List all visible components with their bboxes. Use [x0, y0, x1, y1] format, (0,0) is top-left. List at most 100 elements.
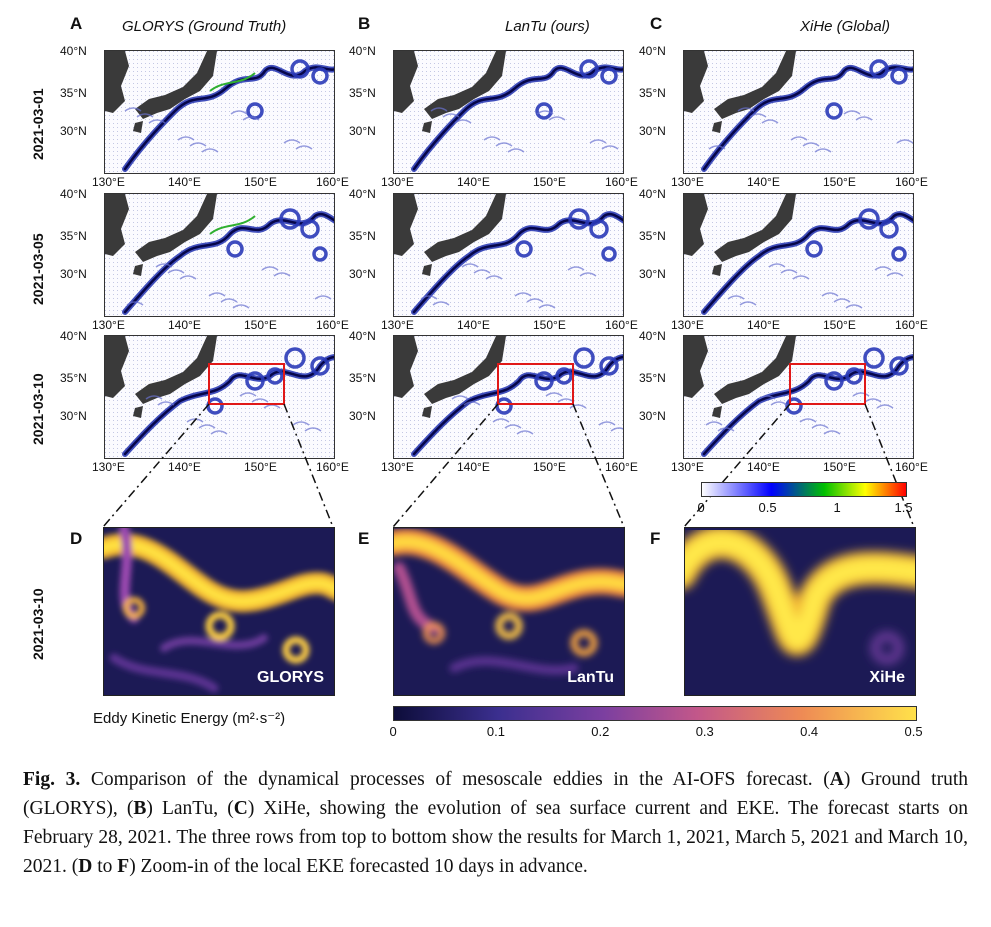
caption-text: D [78, 856, 93, 877]
caption-text: Comparison of the dynamical processes of… [80, 769, 830, 790]
column-title-lantu: LanTu (ours) [505, 18, 590, 35]
lon-tick: 160°E [316, 318, 349, 332]
lon-tick: 130°E [381, 318, 414, 332]
lon-tick: 140°E [168, 460, 201, 474]
lat-tick: 35°N [60, 371, 87, 385]
eke-colorbar [393, 706, 917, 721]
lon-tick: 130°E [92, 318, 125, 332]
lon-tick: 130°E [92, 175, 125, 189]
lon-tick: 160°E [316, 175, 349, 189]
current-map-r1-c1 [104, 50, 335, 174]
lon-tick: 150°E [823, 318, 856, 332]
lon-tick: 160°E [895, 318, 928, 332]
zoom-label-xihe: XiHe [869, 669, 905, 686]
lat-tick: 35°N [60, 229, 87, 243]
lat-tick: 35°N [349, 229, 376, 243]
caption-text: ) LanTu, ( [146, 798, 234, 819]
zoom-region-a [208, 363, 285, 405]
caption-text: ) Zoom-in of the local EKE forecasted 10… [129, 856, 588, 877]
lon-tick: 140°E [457, 460, 490, 474]
lon-tick: 150°E [823, 175, 856, 189]
lon-tick: 130°E [381, 460, 414, 474]
eke-colorbar-tick: 0.1 [486, 724, 505, 739]
lon-tick: 140°E [747, 460, 780, 474]
zoom-region-c [789, 363, 866, 405]
lat-tick: 40°N [60, 329, 87, 343]
lat-tick: 40°N [639, 44, 666, 58]
caption-text: F [117, 856, 130, 877]
current-map-r2-c2 [393, 193, 624, 317]
caption-text: to [92, 856, 118, 877]
lat-tick: 35°N [639, 229, 666, 243]
eke-colorbar-title: Eddy Kinetic Energy (m²·s⁻²) [93, 710, 286, 727]
current-map-r2-c3 [683, 193, 914, 317]
caption-text: A [829, 769, 844, 790]
caption-fig-label: Fig. 3. [23, 769, 81, 790]
zoom-connectors [102, 363, 915, 528]
panel-letter-e: E [358, 529, 370, 548]
caption-text: B [133, 798, 147, 819]
row-label-zoom: 2021-03-10 [30, 588, 46, 660]
lat-tick: 40°N [60, 187, 87, 201]
lon-tick: 150°E [533, 460, 566, 474]
lat-tick: 30°N [639, 409, 666, 423]
lon-tick: 140°E [168, 318, 201, 332]
lat-tick: 30°N [60, 409, 87, 423]
lat-tick: 35°N [639, 86, 666, 100]
lat-tick: 35°N [639, 371, 666, 385]
lat-tick: 30°N [349, 124, 376, 138]
panel-letter-c: C [650, 14, 663, 33]
lon-tick: 140°E [457, 318, 490, 332]
lon-tick: 160°E [895, 175, 928, 189]
eke-zoom-xihe: XiHe [684, 527, 916, 696]
lon-tick: 130°E [92, 460, 125, 474]
eke-colorbar-tick: 0.5 [904, 724, 923, 739]
lon-tick: 150°E [244, 318, 277, 332]
panel-letter-f: F [650, 529, 661, 548]
lon-tick: 150°E [244, 460, 277, 474]
panel-letter-d: D [70, 529, 83, 548]
lat-tick: 35°N [349, 371, 376, 385]
eke-zoom-lantu: LanTu [393, 527, 625, 696]
lon-tick: 160°E [605, 175, 638, 189]
current-colorbar-tick: 1 [833, 500, 841, 515]
lon-tick: 130°E [671, 460, 704, 474]
lat-tick: 40°N [639, 187, 666, 201]
lon-tick: 160°E [605, 460, 638, 474]
zoom-label-lantu: LanTu [567, 669, 614, 686]
panel-letter-b: B [358, 14, 371, 33]
lon-tick: 130°E [671, 318, 704, 332]
lon-tick: 140°E [747, 175, 780, 189]
eke-colorbar-tick: 0.2 [591, 724, 610, 739]
eke-colorbar-tick: 0.4 [800, 724, 819, 739]
lat-tick: 30°N [639, 124, 666, 138]
current-map-r3-c3 [683, 335, 914, 459]
current-colorbar-tick: 0.5 [758, 500, 777, 515]
lat-tick: 35°N [60, 86, 87, 100]
lat-tick: 40°N [349, 329, 376, 343]
lon-tick: 160°E [895, 460, 928, 474]
lat-tick: 30°N [349, 409, 376, 423]
column-title-xihe: XiHe (Global) [800, 18, 891, 35]
lat-tick: 30°N [60, 124, 87, 138]
lat-tick: 40°N [639, 329, 666, 343]
lat-tick: 35°N [349, 86, 376, 100]
current-map-r1-c3 [683, 50, 914, 174]
lon-tick: 140°E [457, 175, 490, 189]
current-map-r2-c1 [104, 193, 335, 317]
lon-tick: 150°E [244, 175, 277, 189]
caption-text: C [233, 798, 248, 819]
column-title-glorys: GLORYS (Ground Truth) [122, 18, 287, 35]
lat-tick: 40°N [349, 187, 376, 201]
zoom-region-b [497, 363, 574, 405]
current-colorbar-tick: 1.5 [894, 500, 913, 515]
panel-letter-a: A [70, 14, 83, 33]
lon-tick: 130°E [381, 175, 414, 189]
lon-tick: 130°E [671, 175, 704, 189]
lon-tick: 150°E [823, 460, 856, 474]
lon-tick: 140°E [168, 175, 201, 189]
figure-caption: Fig. 3. Comparison of the dynamical proc… [23, 765, 968, 881]
current-colorbar-tick: 0 [697, 500, 705, 515]
lat-tick: 30°N [349, 267, 376, 281]
eke-zoom-glorys: GLORYS [103, 527, 335, 696]
